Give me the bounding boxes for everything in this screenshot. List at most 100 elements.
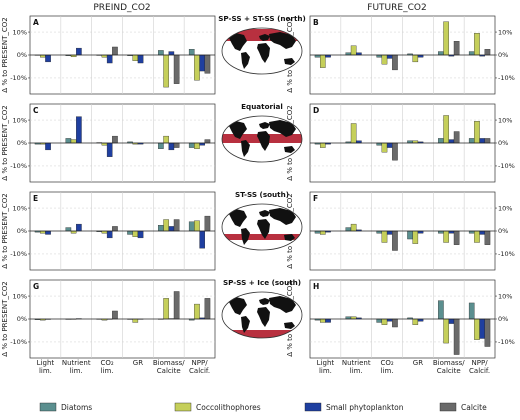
map-outline bbox=[221, 203, 303, 251]
bar-diatoms bbox=[438, 51, 444, 56]
bar-calcite bbox=[453, 318, 460, 355]
bar-small-phytoplankton bbox=[137, 230, 144, 239]
bar-small-phytoplankton bbox=[106, 142, 113, 157]
region-map: SP-SS + ST-SS (north) bbox=[218, 14, 306, 75]
bar-coccolithophores bbox=[194, 142, 200, 149]
map-land bbox=[228, 121, 247, 139]
region-title: SP-SS + ST-SS (north) bbox=[218, 14, 306, 23]
panel-letter: A bbox=[33, 18, 39, 27]
category-label: Nutrient lim. bbox=[342, 359, 371, 375]
bar-coccolithophores bbox=[381, 142, 388, 153]
bar-small-phytoplankton bbox=[448, 318, 455, 324]
y-tick-label: 0% bbox=[498, 51, 508, 59]
bar-coccolithophores bbox=[412, 54, 419, 63]
legend-entry-coccolithophores: Coccolithophores bbox=[174, 402, 261, 412]
bar-diatoms bbox=[345, 227, 352, 232]
bar-diatoms bbox=[65, 138, 72, 144]
panel-d: 10%0%-10%Δ % to PRESENT_CO2D bbox=[286, 103, 515, 183]
map-land bbox=[228, 209, 247, 227]
category-label: CO₂ lim. bbox=[380, 359, 393, 375]
y-tick-label: 10% bbox=[13, 116, 27, 124]
bar-coccolithophores bbox=[194, 220, 200, 232]
map-land bbox=[284, 58, 295, 65]
category-label: NPP/Calcif. bbox=[469, 359, 490, 375]
y-tick-label: 0% bbox=[498, 315, 508, 323]
map-land bbox=[257, 131, 270, 151]
panel-letter: D bbox=[313, 106, 319, 115]
bar-coccolithophores bbox=[319, 54, 326, 68]
bar-diatoms bbox=[188, 142, 195, 148]
panel-c: 10% 0% -10%Δ % to PRESENT_CO2 C bbox=[1, 103, 216, 183]
y-tick-label: 0% bbox=[17, 139, 27, 147]
panel-e: 10% 0% -10%Δ % to PRESENT_CO2 E bbox=[1, 191, 216, 271]
bar-diatoms bbox=[188, 49, 195, 56]
bar-diatoms bbox=[158, 225, 164, 232]
bar-coccolithophores bbox=[163, 219, 169, 232]
bar-calcite bbox=[173, 54, 180, 84]
panel-letter: E bbox=[33, 194, 38, 203]
y-tick-label: 0% bbox=[498, 139, 508, 147]
bar-coccolithophores bbox=[319, 230, 326, 235]
bar-diatoms bbox=[468, 302, 475, 320]
legend: Diatoms Coccolithophores Small phytoplankt… bbox=[39, 402, 487, 412]
y-tick-label: 10% bbox=[13, 292, 27, 300]
category-label: Light lim. bbox=[317, 359, 335, 375]
bar-small-phytoplankton bbox=[45, 142, 51, 151]
bar-coccolithophores bbox=[381, 54, 388, 65]
column-title-preind: PREIND_CO2 bbox=[93, 3, 150, 13]
category-label: NPP/Calcif. bbox=[189, 359, 210, 375]
bar-calcite bbox=[392, 318, 398, 328]
bar-small-phytoplankton bbox=[479, 230, 486, 235]
bar-small-phytoplankton bbox=[168, 51, 175, 56]
bar-coccolithophores bbox=[319, 318, 326, 323]
map-land bbox=[259, 34, 270, 41]
bar-coccolithophores bbox=[474, 121, 480, 144]
category-label: Biomass/Calcite bbox=[433, 359, 465, 375]
bar-small-phytoplankton bbox=[45, 230, 51, 235]
bar-coccolithophores bbox=[474, 230, 480, 243]
bar-small-phytoplankton bbox=[386, 142, 393, 148]
y-tick-label: 10% bbox=[498, 292, 512, 300]
legend-entry-diatoms: Diatoms bbox=[39, 402, 92, 412]
bar-coccolithophores bbox=[163, 135, 169, 144]
bar-coccolithophores bbox=[163, 298, 169, 320]
y-tick-label: -10% bbox=[498, 162, 515, 170]
bar-coccolithophores bbox=[381, 318, 388, 325]
category-label: GR bbox=[133, 359, 143, 367]
bar-coccolithophores bbox=[350, 45, 357, 56]
y-axis-label: Δ % to PRESENT_CO2 bbox=[1, 193, 9, 268]
bar-calcite bbox=[112, 46, 118, 56]
bar-diatoms bbox=[438, 300, 444, 320]
bar-small-phytoplankton bbox=[76, 223, 82, 232]
bar-small-phytoplankton bbox=[76, 116, 82, 144]
y-tick-label: 0% bbox=[498, 227, 508, 235]
bar-small-phytoplankton bbox=[168, 226, 175, 232]
panel-letter: C bbox=[33, 106, 39, 115]
category-labels: Light lim. Nutrient lim. CO₂ lim. GR Biomass/Ca… bbox=[37, 359, 490, 375]
bar-calcite bbox=[392, 54, 398, 71]
map-land bbox=[284, 322, 295, 329]
bar-small-phytoplankton bbox=[386, 230, 393, 235]
map-land bbox=[269, 120, 296, 137]
bar-diatoms bbox=[158, 142, 164, 149]
y-tick-label: -10% bbox=[498, 250, 515, 258]
map-land bbox=[241, 228, 250, 245]
y-tick-label: -10% bbox=[10, 338, 27, 346]
category-label: Light lim. bbox=[37, 359, 55, 375]
legend-label: Diatoms bbox=[61, 403, 92, 412]
bar-diatoms bbox=[188, 221, 195, 232]
y-tick-label: 10% bbox=[13, 28, 27, 36]
region-map: SP-SS + Ice (south) bbox=[221, 278, 303, 339]
bar-calcite bbox=[112, 135, 118, 144]
bar-diatoms bbox=[65, 227, 72, 232]
bar-calcite bbox=[484, 138, 491, 144]
bar-small-phytoplankton bbox=[479, 318, 486, 339]
region-title: Equatorial bbox=[241, 102, 283, 111]
bar-calcite bbox=[173, 142, 180, 148]
bar-calcite bbox=[484, 49, 491, 56]
bar-coccolithophores bbox=[474, 33, 480, 56]
bar-diatoms bbox=[468, 138, 475, 144]
region-title: ST-SS (south) bbox=[235, 190, 289, 199]
